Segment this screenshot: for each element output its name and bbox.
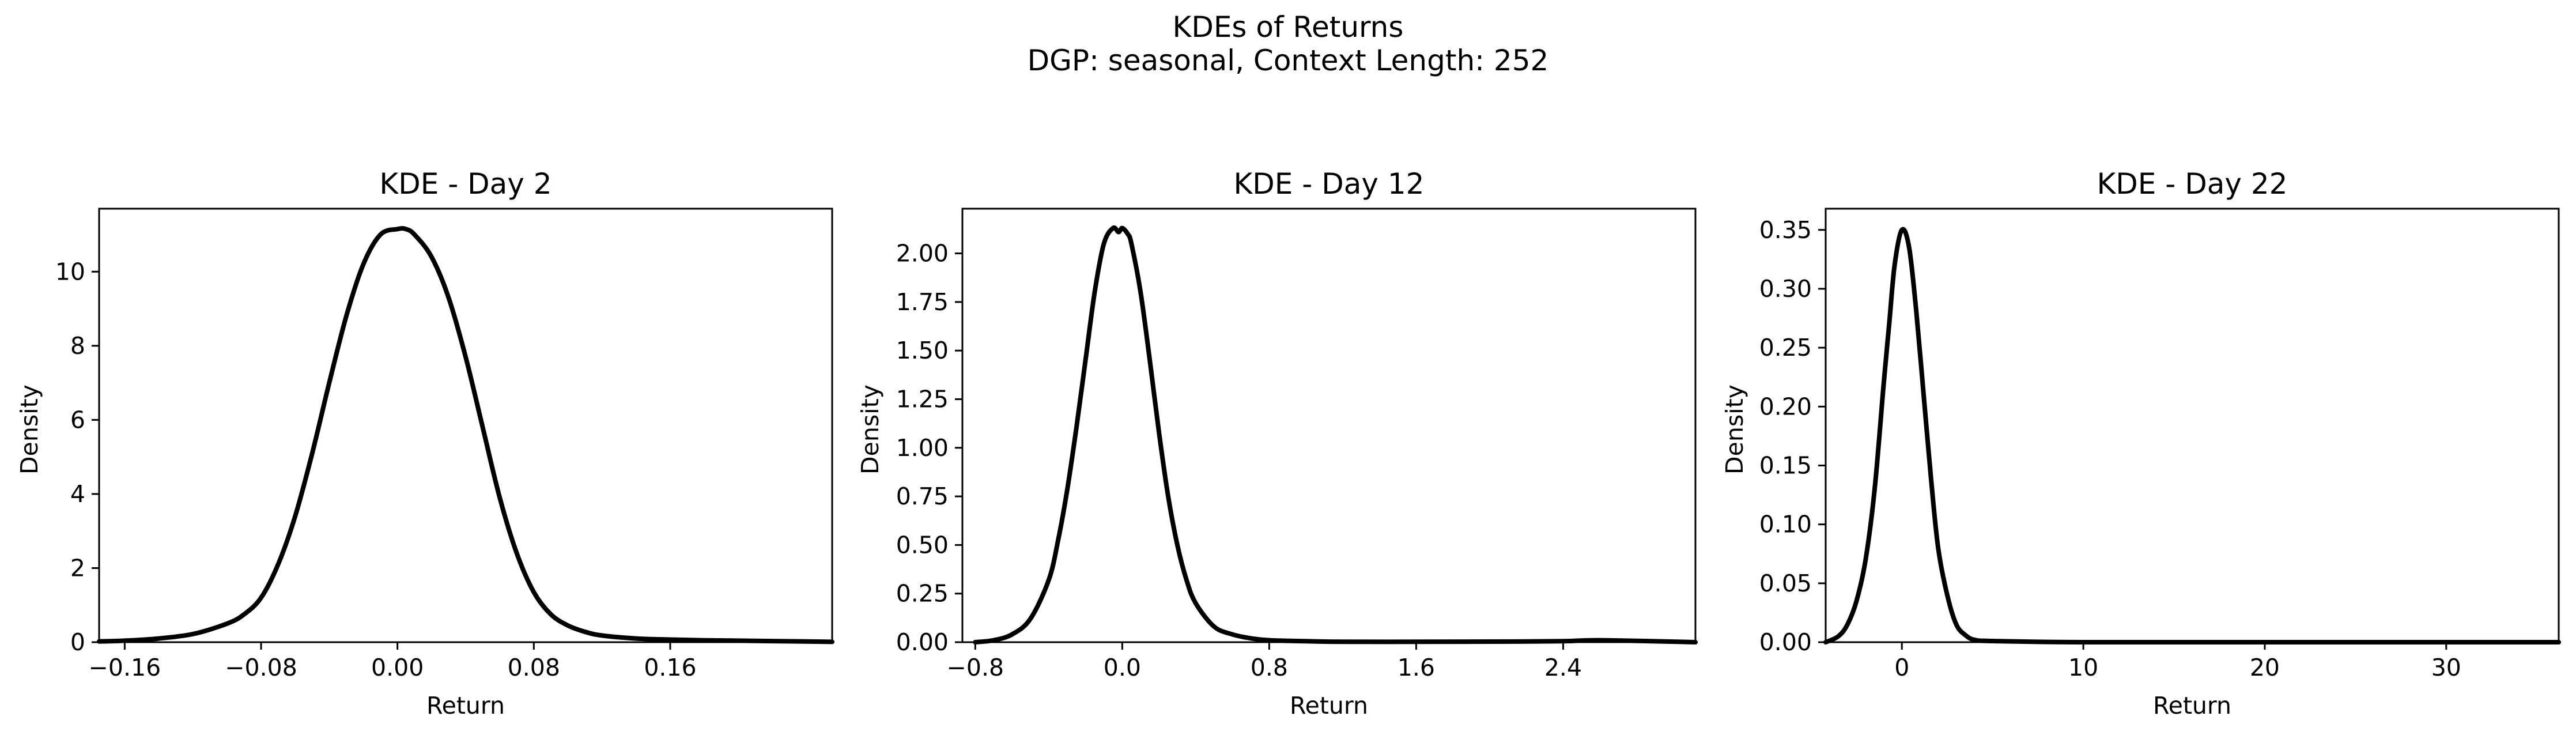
x-tick-label: 30	[2431, 654, 2461, 681]
x-tick-label: −0.08	[225, 654, 297, 681]
y-tick-label: 0.05	[1759, 570, 1812, 597]
kde-panel-day-12: KDE - Day 12 Return Density −0.8 0.0 0.8 1.…	[856, 167, 1698, 719]
panel-title: KDE - Day 12	[1234, 167, 1425, 201]
y-tick-label: 4	[70, 480, 85, 508]
y-axis-label: Density	[856, 385, 884, 474]
x-tick-label: 0.8	[1251, 654, 1288, 681]
x-tick-label: 0.16	[644, 654, 696, 681]
axes-frame	[98, 208, 833, 643]
y-tick-label: 0.50	[896, 531, 949, 559]
axis-ticks: −0.16 −0.08 0.00 0.08 0.16 0 2 4 6 8 10	[55, 258, 697, 681]
axes-frame	[961, 208, 1697, 643]
y-tick-label: 1.25	[896, 385, 949, 413]
x-tick-label: 0.0	[1104, 654, 1141, 681]
x-tick-label: 1.6	[1397, 654, 1435, 681]
y-tick-label: 0.35	[1759, 216, 1812, 244]
y-tick-label: 10	[55, 258, 85, 285]
x-tick-label: 0	[1894, 654, 1909, 681]
y-tick-label: 0.00	[896, 628, 949, 656]
x-axis-label: Return	[426, 692, 505, 719]
y-tick-label: 1.50	[896, 337, 949, 364]
y-tick-label: 0.15	[1759, 451, 1812, 479]
y-tick-label: 0.00	[1759, 628, 1812, 656]
kde-curve	[97, 226, 834, 644]
panel-title: KDE - Day 2	[379, 167, 552, 201]
y-tick-label: 0	[70, 628, 85, 656]
figure-title-line-2: DGP: seasonal, Context Length: 252	[1028, 44, 1549, 77]
x-tick-label: 20	[2250, 654, 2280, 681]
y-tick-label: 0.30	[1759, 275, 1812, 303]
axes-frame	[1825, 208, 2560, 643]
kde-panel-day-2: KDE - Day 2 Return Density −0.16 −0.08 0.0…	[16, 167, 834, 719]
y-tick-label: 1.00	[896, 434, 949, 462]
y-tick-label: 2.00	[896, 240, 949, 267]
y-tick-label: 0.25	[896, 580, 949, 608]
y-tick-label: 0.20	[1759, 393, 1812, 420]
y-tick-label: 2	[70, 554, 85, 582]
x-tick-label: −0.8	[947, 654, 1004, 681]
y-tick-label: 0.10	[1759, 511, 1812, 538]
figure-title-line-1: KDEs of Returns	[1173, 10, 1404, 44]
y-tick-label: 0.25	[1759, 334, 1812, 361]
y-tick-label: 8	[70, 332, 85, 360]
panel-title: KDE - Day 22	[2097, 167, 2288, 201]
axis-ticks: −0.8 0.0 0.8 1.6 2.4 0.00 0.25 0.50 0.75 1.00 1.25…	[896, 240, 1582, 681]
y-axis-label: Density	[16, 385, 43, 474]
x-tick-label: 10	[2068, 654, 2098, 681]
y-tick-label: 0.75	[896, 483, 949, 510]
x-tick-label: 2.4	[1544, 654, 1582, 681]
x-axis-label: Return	[1290, 692, 1368, 719]
y-tick-label: 1.75	[896, 288, 949, 316]
x-tick-label: 0.08	[508, 654, 560, 681]
x-tick-label: −0.16	[89, 654, 161, 681]
kde-panel-day-22: KDE - Day 22 Return Density 0 10 20 300.000…	[1721, 167, 2561, 719]
y-axis-label: Density	[1721, 385, 1748, 474]
axis-ticks: 0 10 20 30 0.00 0.05 0.10 0.15 0.20 0.25 0.30 0.35	[1759, 216, 2461, 681]
x-axis-label: Return	[2153, 692, 2231, 719]
x-tick-label: 0.00	[371, 654, 424, 681]
y-tick-label: 6	[70, 406, 85, 434]
